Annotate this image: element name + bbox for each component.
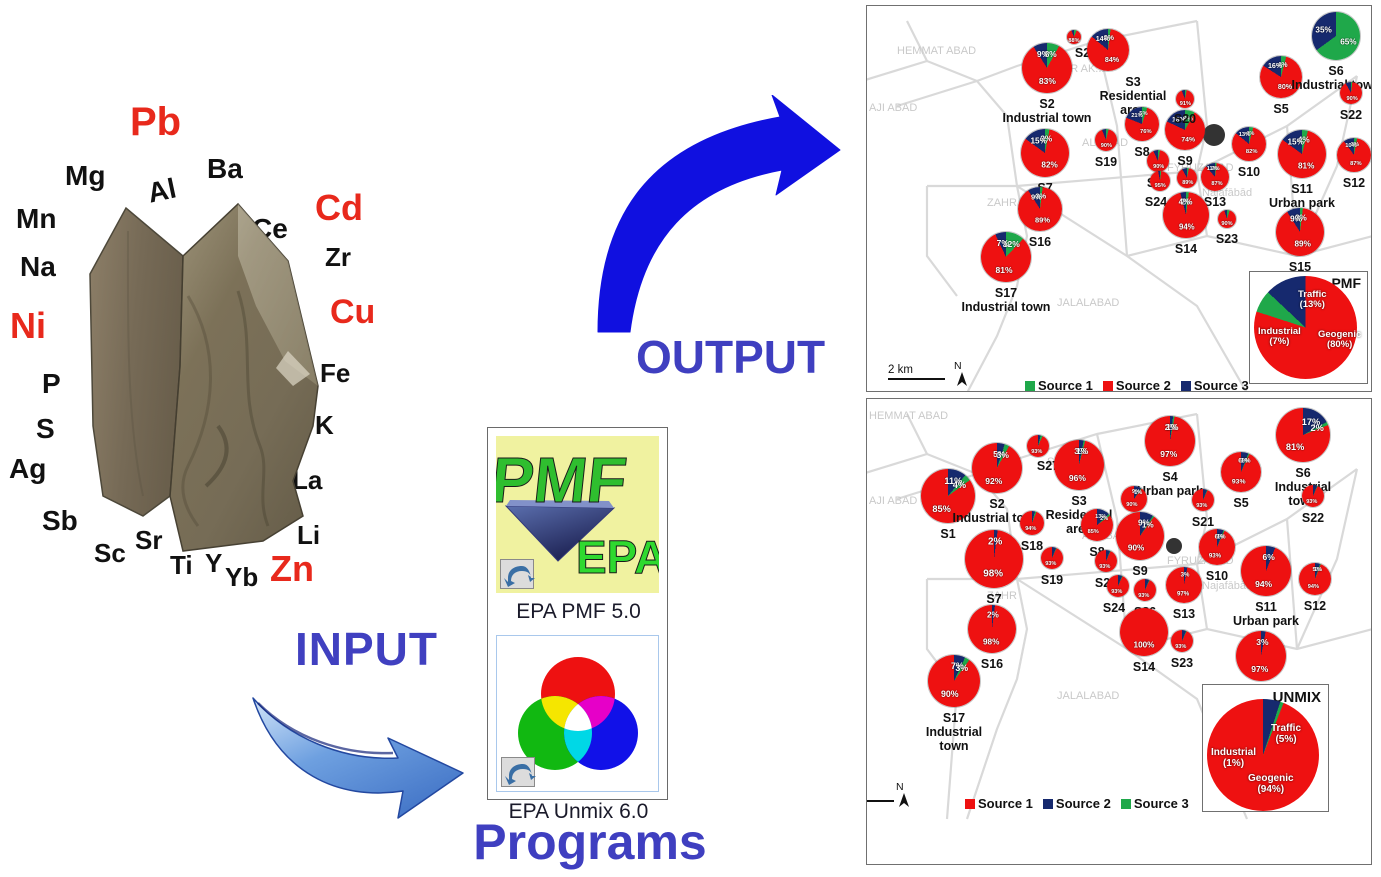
svg-text:AJI ABAD: AJI ABAD	[869, 495, 917, 507]
svg-text:JALALABAD: JALALABAD	[1057, 297, 1119, 309]
svg-text:ZAHR: ZAHR	[987, 197, 1017, 209]
svg-text:PMF: PMF	[496, 444, 630, 516]
svg-text:HEMMAT ABAD: HEMMAT ABAD	[897, 45, 976, 57]
svg-text:AJI ABAD: AJI ABAD	[869, 102, 917, 114]
svg-text:N: N	[954, 360, 962, 372]
svg-text:N: N	[896, 781, 904, 793]
svg-text:HEMMAT ABAD: HEMMAT ABAD	[869, 410, 948, 422]
svg-text:JALALABAD: JALALABAD	[1057, 690, 1119, 702]
svg-text:EPA: EPA	[576, 531, 659, 583]
